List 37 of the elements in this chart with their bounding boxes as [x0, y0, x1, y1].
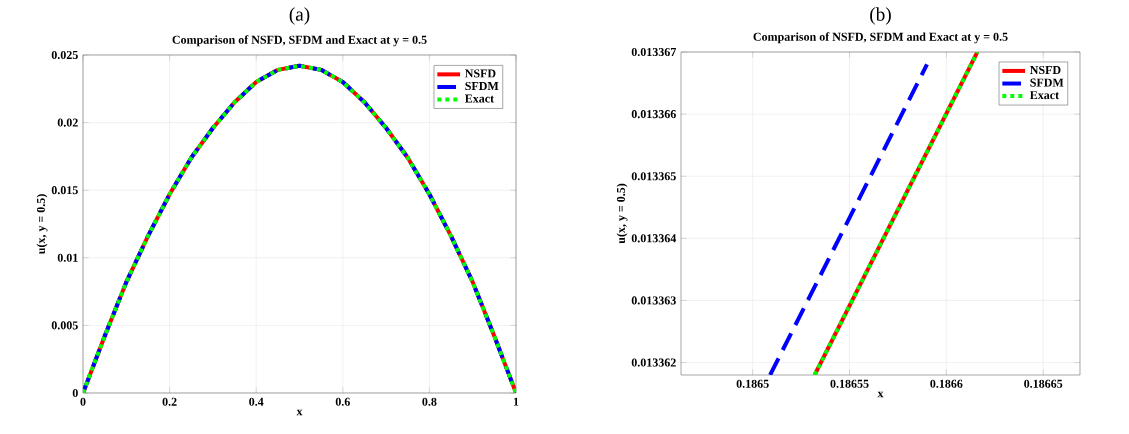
x-tick-label: 0.1866 [930, 379, 963, 388]
y-tick-label: 0.013362 [631, 358, 676, 367]
y-tick-label: 0 [72, 388, 78, 398]
chart-title: (b) [870, 7, 891, 25]
y-tick-label: 0.013365 [631, 172, 676, 181]
x-tick-label: 0.4 [249, 397, 264, 406]
chart-title: (a) [289, 7, 310, 25]
x-tick-label: 0.1865 [736, 379, 769, 388]
y-tick-label: 0.013366 [631, 110, 676, 119]
x-tick-label: 0.18665 [1024, 379, 1063, 388]
x-axis-title: x [877, 391, 884, 398]
x-tick-label: 0.8 [422, 397, 437, 406]
x-tick-label: 0 [80, 397, 86, 406]
x-tick-label: 0.2 [162, 397, 177, 406]
legend-label: SFDM [1030, 78, 1064, 87]
x-tick-label: 0.6 [335, 397, 350, 406]
x-axis-title: x [296, 409, 303, 416]
x-tick-label: 0.18655 [830, 379, 869, 388]
y-tick-label: 0.015 [51, 186, 78, 195]
y-tick-label: 0.02 [57, 118, 78, 127]
chart-subtitle: Comparison of NSFD, SFDM and Exact at y = 0.5 [172, 35, 427, 47]
legend-label: Exact [464, 94, 495, 103]
legend-label: NSFD [1030, 65, 1061, 75]
y-tick-label: 0.013367 [631, 47, 676, 57]
y-tick-label: 0.013363 [631, 296, 676, 305]
y-tick-label: 0.025 [51, 50, 78, 60]
legend-label: SFDM [465, 82, 499, 91]
y-tick-label: 0.005 [51, 321, 78, 330]
x-tick-label: 1 [513, 397, 519, 406]
line-series [83, 63, 516, 393]
y-axis-title: u(x, y = 0.5) [36, 194, 48, 255]
y-axis-title: u(x, y = 0.5) [616, 183, 628, 244]
chart-subtitle: Comparison of NSFD, SFDM and Exact at y = 0.5 [753, 32, 1008, 44]
legend-label: Exact [1029, 91, 1060, 100]
y-tick-label: 0.01 [57, 253, 78, 262]
y-tick-label: 0.013364 [631, 234, 677, 243]
legend-label: NSFD [464, 69, 496, 78]
